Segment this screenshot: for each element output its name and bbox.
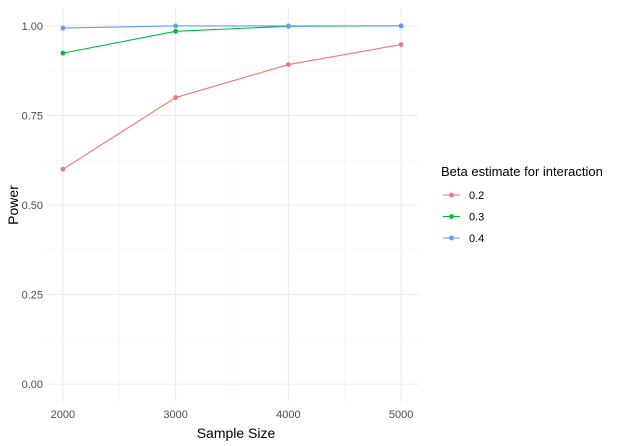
data-point bbox=[285, 62, 291, 67]
legend-item-0.2: 0.2 bbox=[443, 190, 484, 202]
y-axis-title: Power bbox=[5, 185, 21, 225]
series-layer bbox=[60, 23, 404, 172]
x-tick-label: 4000 bbox=[276, 409, 300, 421]
legend-label: 0.2 bbox=[469, 190, 484, 202]
legend-label: 0.3 bbox=[469, 212, 484, 224]
series-line bbox=[62, 43, 402, 170]
data-point bbox=[173, 95, 179, 100]
y-tick-label: 0.75 bbox=[22, 110, 43, 122]
data-point bbox=[398, 23, 404, 29]
data-point bbox=[60, 166, 66, 172]
data-point bbox=[398, 42, 404, 47]
legend-label: 0.4 bbox=[469, 233, 484, 245]
data-point bbox=[285, 23, 291, 29]
legend-key-point bbox=[449, 235, 454, 241]
series-0.4 bbox=[60, 23, 404, 31]
data-point bbox=[60, 50, 66, 56]
y-tick-label: 0.50 bbox=[22, 200, 43, 212]
x-axis-title: Sample Size bbox=[197, 425, 276, 441]
legend-key-point bbox=[449, 192, 454, 198]
series-line bbox=[62, 25, 402, 29]
data-point bbox=[173, 23, 179, 29]
grid bbox=[46, 8, 418, 402]
data-point bbox=[173, 28, 179, 34]
y-tick-label: 0.00 bbox=[22, 379, 43, 391]
legend-key-point bbox=[449, 214, 454, 219]
ticks-layer: 2000 3000 4000 5000 0.00 0.25 0.50 0.75 1.00 bbox=[22, 21, 414, 421]
legend-item-0.3: 0.3 bbox=[443, 212, 484, 224]
legend-title: Beta estimate for interaction bbox=[441, 164, 603, 179]
legend-item-0.4: 0.4 bbox=[443, 233, 484, 245]
data-point bbox=[60, 25, 66, 31]
x-tick-label: 2000 bbox=[51, 409, 75, 421]
y-tick-label: 1.00 bbox=[22, 21, 43, 33]
x-tick-label: 3000 bbox=[163, 409, 187, 421]
x-tick-label: 5000 bbox=[389, 409, 413, 421]
series-0.2 bbox=[60, 42, 404, 172]
y-tick-label: 0.25 bbox=[22, 290, 43, 302]
legend: Beta estimate for interaction 0.2 0.3 0.4 bbox=[441, 164, 603, 245]
